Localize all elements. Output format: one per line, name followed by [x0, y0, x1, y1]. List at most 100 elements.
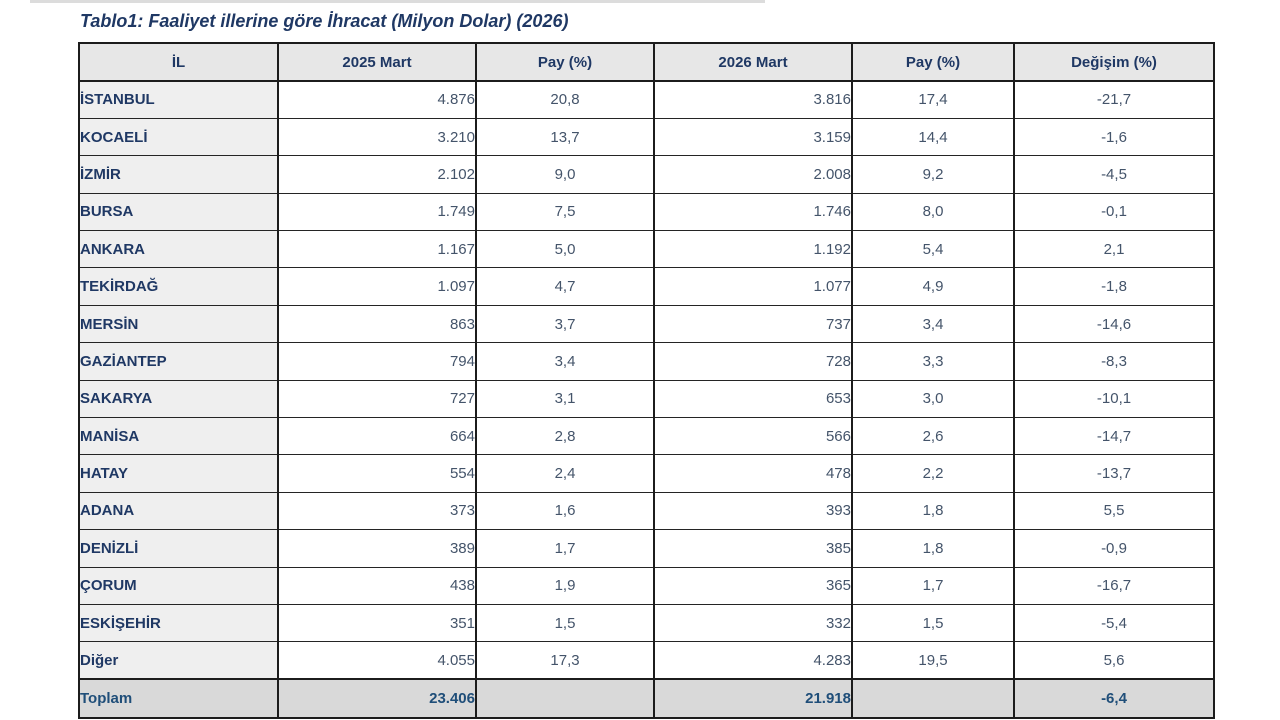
column-header-pay-2026: Pay (%) [851, 42, 1015, 82]
cell-degisim: 5,6 [1013, 641, 1215, 680]
cell-pay-2025: 3,7 [475, 304, 655, 344]
cell-degisim: -14,6 [1013, 304, 1215, 344]
cell-2026-mart: 566 [653, 417, 853, 456]
cell-2026-mart: 393 [653, 491, 853, 531]
cell-pay-2026: 1,8 [851, 529, 1015, 568]
cell-pay-2026: 2,2 [851, 454, 1015, 493]
cell-degisim: -16,7 [1013, 566, 1215, 605]
cell-pay-2025: 9,0 [475, 155, 655, 194]
cell-2026-mart: 4.283 [653, 641, 853, 680]
cell-il: MERSİN [78, 304, 279, 344]
cell-degisim: -13,7 [1013, 454, 1215, 493]
cell-pay-2026: 8,0 [851, 192, 1015, 232]
table-row: GAZİANTEP 794 3,4 728 3,3 -8,3 [78, 342, 1215, 381]
cell-degisim: 5,5 [1013, 491, 1215, 531]
cell-2026-mart: 3.159 [653, 117, 853, 157]
cell-2026-mart: 653 [653, 379, 853, 419]
cell-2025-mart: 1.167 [277, 230, 477, 269]
header-row: İL 2025 Mart Pay (%) 2026 Mart Pay (%) D… [78, 42, 1215, 82]
cell-2025-mart: 1.749 [277, 192, 477, 232]
cell-degisim: -4,5 [1013, 155, 1215, 194]
cell-pay-2025: 1,6 [475, 491, 655, 531]
cell-degisim: -0,1 [1013, 192, 1215, 232]
cell-2026-mart: 1.192 [653, 230, 853, 269]
cell-il: ADANA [78, 491, 279, 531]
cell-2026-mart: 2.008 [653, 155, 853, 194]
cell-pay-2025: 3,4 [475, 342, 655, 381]
cell-pay-2025: 4,7 [475, 267, 655, 306]
table-body: İSTANBUL 4.876 20,8 3.816 17,4 -21,7 KOCAELİ 3.… [78, 80, 1215, 719]
cell-degisim: -0,9 [1013, 529, 1215, 568]
cell-degisim: 2,1 [1013, 230, 1215, 269]
cell-pay-2026: 4,9 [851, 267, 1015, 306]
cell-2026-mart: 478 [653, 454, 853, 493]
cell-pay-2025: 20,8 [475, 80, 655, 119]
cell-pay-2025: 5,0 [475, 230, 655, 269]
cell-il: ESKİŞEHİR [78, 603, 279, 643]
cell-degisim: -8,3 [1013, 342, 1215, 381]
column-header-pay-2025: Pay (%) [475, 42, 655, 82]
table-title: Tablo1: Faaliyet illerine göre İhracat (… [80, 11, 569, 31]
cell-2025-mart: 3.210 [277, 117, 477, 157]
export-table: İL 2025 Mart Pay (%) 2026 Mart Pay (%) D… [78, 42, 1215, 720]
table-row: DENİZLİ 389 1,7 385 1,8 -0,9 [78, 529, 1215, 568]
cell-il: İSTANBUL [78, 80, 279, 119]
cell-pay-2026: 3,0 [851, 379, 1015, 419]
cell-2025-mart: 554 [277, 454, 477, 493]
cell-pay-2026: 3,4 [851, 304, 1015, 344]
table-row: ANKARA 1.167 5,0 1.192 5,4 2,1 [78, 230, 1215, 269]
cell-2025-mart: 438 [277, 566, 477, 605]
cell-pay-2025: 13,7 [475, 117, 655, 157]
cell-pay-2025: 7,5 [475, 192, 655, 232]
cell-pay-2026: 14,4 [851, 117, 1015, 157]
cell-il: SAKARYA [78, 379, 279, 419]
cell-2026-mart: 21.918 [653, 678, 853, 719]
cell-degisim: -1,6 [1013, 117, 1215, 157]
cell-il: HATAY [78, 454, 279, 493]
cell-pay-2026: 2,6 [851, 417, 1015, 456]
cell-2025-mart: 727 [277, 379, 477, 419]
cell-2025-mart: 4.055 [277, 641, 477, 680]
cell-degisim: -10,1 [1013, 379, 1215, 419]
cell-2025-mart: 794 [277, 342, 477, 381]
cell-2025-mart: 664 [277, 417, 477, 456]
cell-2025-mart: 2.102 [277, 155, 477, 194]
cell-2026-mart: 728 [653, 342, 853, 381]
cell-2025-mart: 373 [277, 491, 477, 531]
table-row: MANİSA 664 2,8 566 2,6 -14,7 [78, 417, 1215, 456]
cell-2026-mart: 1.746 [653, 192, 853, 232]
cell-2025-mart: 4.876 [277, 80, 477, 119]
table-row: TEKİRDAĞ 1.097 4,7 1.077 4,9 -1,8 [78, 267, 1215, 306]
cell-il: BURSA [78, 192, 279, 232]
table-row: İZMİR 2.102 9,0 2.008 9,2 -4,5 [78, 155, 1215, 194]
table-row: MERSİN 863 3,7 737 3,4 -14,6 [78, 304, 1215, 344]
cell-pay-2026: 5,4 [851, 230, 1015, 269]
cell-2026-mart: 332 [653, 603, 853, 643]
table-row: SAKARYA 727 3,1 653 3,0 -10,1 [78, 379, 1215, 419]
cell-pay-2026: 17,4 [851, 80, 1015, 119]
cell-pay-2026: 19,5 [851, 641, 1015, 680]
cell-il: Toplam [78, 678, 279, 719]
cell-degisim: -1,8 [1013, 267, 1215, 306]
cell-pay-2026: 3,3 [851, 342, 1015, 381]
cell-2026-mart: 1.077 [653, 267, 853, 306]
table-row: HATAY 554 2,4 478 2,2 -13,7 [78, 454, 1215, 493]
cell-il: MANİSA [78, 417, 279, 456]
cell-il: KOCAELİ [78, 117, 279, 157]
table-row: ADANA 373 1,6 393 1,8 5,5 [78, 491, 1215, 531]
cell-pay-2026: 1,7 [851, 566, 1015, 605]
cell-pay-2025: 3,1 [475, 379, 655, 419]
cell-il: TEKİRDAĞ [78, 267, 279, 306]
column-header-2026-mart: 2026 Mart [653, 42, 853, 82]
cell-degisim: -6,4 [1013, 678, 1215, 719]
cell-2025-mart: 23.406 [277, 678, 477, 719]
cell-degisim: -5,4 [1013, 603, 1215, 643]
total-row: Toplam 23.406 21.918 -6,4 [78, 678, 1215, 719]
cell-2025-mart: 1.097 [277, 267, 477, 306]
cell-il: ÇORUM [78, 566, 279, 605]
cell-pay-2025 [475, 678, 655, 719]
cell-pay-2026: 1,5 [851, 603, 1015, 643]
cell-pay-2026: 9,2 [851, 155, 1015, 194]
cell-degisim: -14,7 [1013, 417, 1215, 456]
cell-il: ANKARA [78, 230, 279, 269]
